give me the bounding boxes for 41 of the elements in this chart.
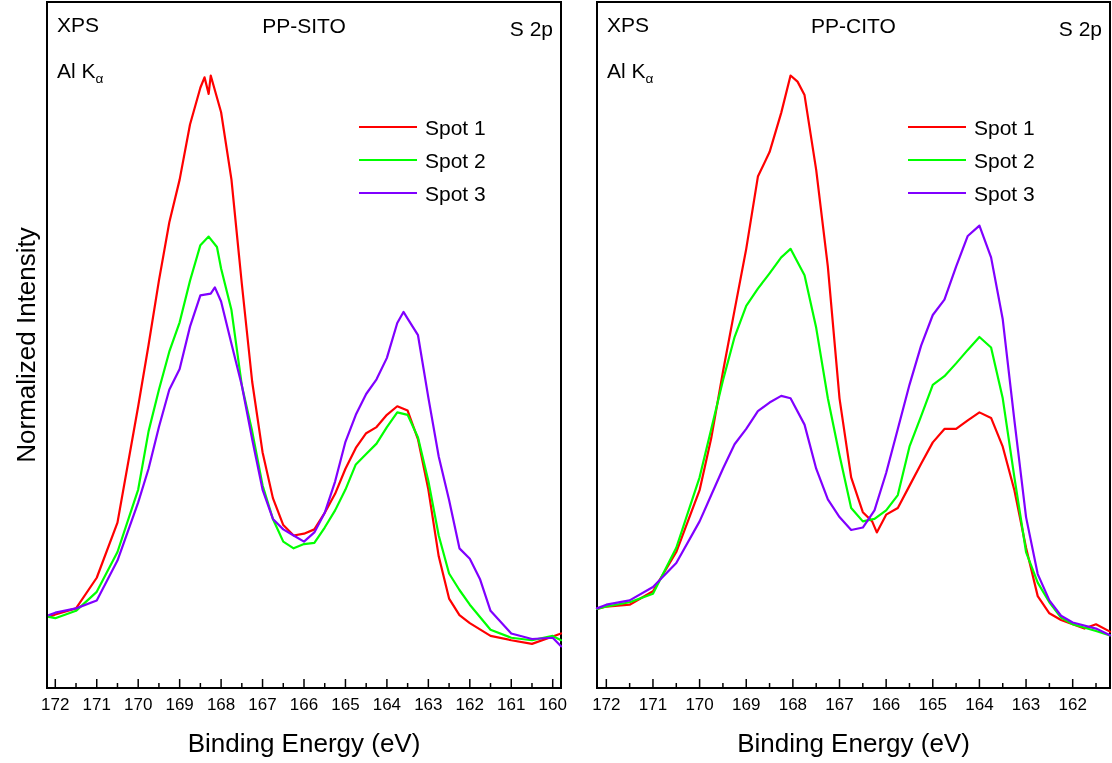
x-tick-label: 169 xyxy=(732,695,761,714)
x-tick-label: 170 xyxy=(685,695,714,714)
x-tick-label: 171 xyxy=(638,695,668,714)
x-tick-label: 165 xyxy=(331,695,360,714)
legend-label: Spot 3 xyxy=(974,182,1035,205)
annotation: Al K$_{α}$ xyxy=(607,59,654,86)
x-tick-label: 162 xyxy=(1058,695,1087,714)
x-tick-label: 168 xyxy=(778,695,808,714)
x-tick-label: 167 xyxy=(248,695,277,714)
legend-label: Spot 1 xyxy=(974,116,1035,139)
x-axis-title: Binding Energy (eV) xyxy=(737,728,970,758)
x-tick-label: 167 xyxy=(825,695,854,714)
x-tick-label: 166 xyxy=(871,695,901,714)
x-tick-label: 160 xyxy=(538,695,567,714)
x-tick-label: 172 xyxy=(592,695,621,714)
x-tick-label: 172 xyxy=(41,695,70,714)
x-tick-label: 171 xyxy=(82,695,111,714)
x-tick-label: 165 xyxy=(918,695,947,714)
chart-title: PP-CITO xyxy=(811,14,896,37)
legend-label: Spot 1 xyxy=(425,116,486,139)
x-axis-title: Binding Energy (eV) xyxy=(187,728,421,758)
x-tick-label: 166 xyxy=(289,695,319,714)
x-tick-label: 170 xyxy=(124,695,153,714)
legend-label: Spot 2 xyxy=(425,149,486,172)
x-tick-label: 162 xyxy=(455,695,484,714)
text: XPS xyxy=(57,13,100,36)
legend-label: Spot 3 xyxy=(425,182,486,205)
x-tick-label: 164 xyxy=(965,695,994,714)
x-tick-label: 168 xyxy=(206,695,236,714)
x-tick-label: 163 xyxy=(414,695,443,714)
legend-label: Spot 2 xyxy=(974,149,1035,172)
text: S 2p xyxy=(1058,17,1102,40)
x-tick-label: 163 xyxy=(1011,695,1041,714)
annotation: Al K$_{α}$ xyxy=(57,59,104,86)
chart-title: PP-SITO xyxy=(262,14,346,37)
text: XPS xyxy=(607,13,650,36)
text: S 2p xyxy=(509,17,553,40)
x-tick-label: 161 xyxy=(497,695,526,714)
x-tick-label: 164 xyxy=(372,695,402,714)
y-axis-title: Normalized Intensity xyxy=(11,227,41,463)
x-tick-label: 169 xyxy=(165,695,194,714)
